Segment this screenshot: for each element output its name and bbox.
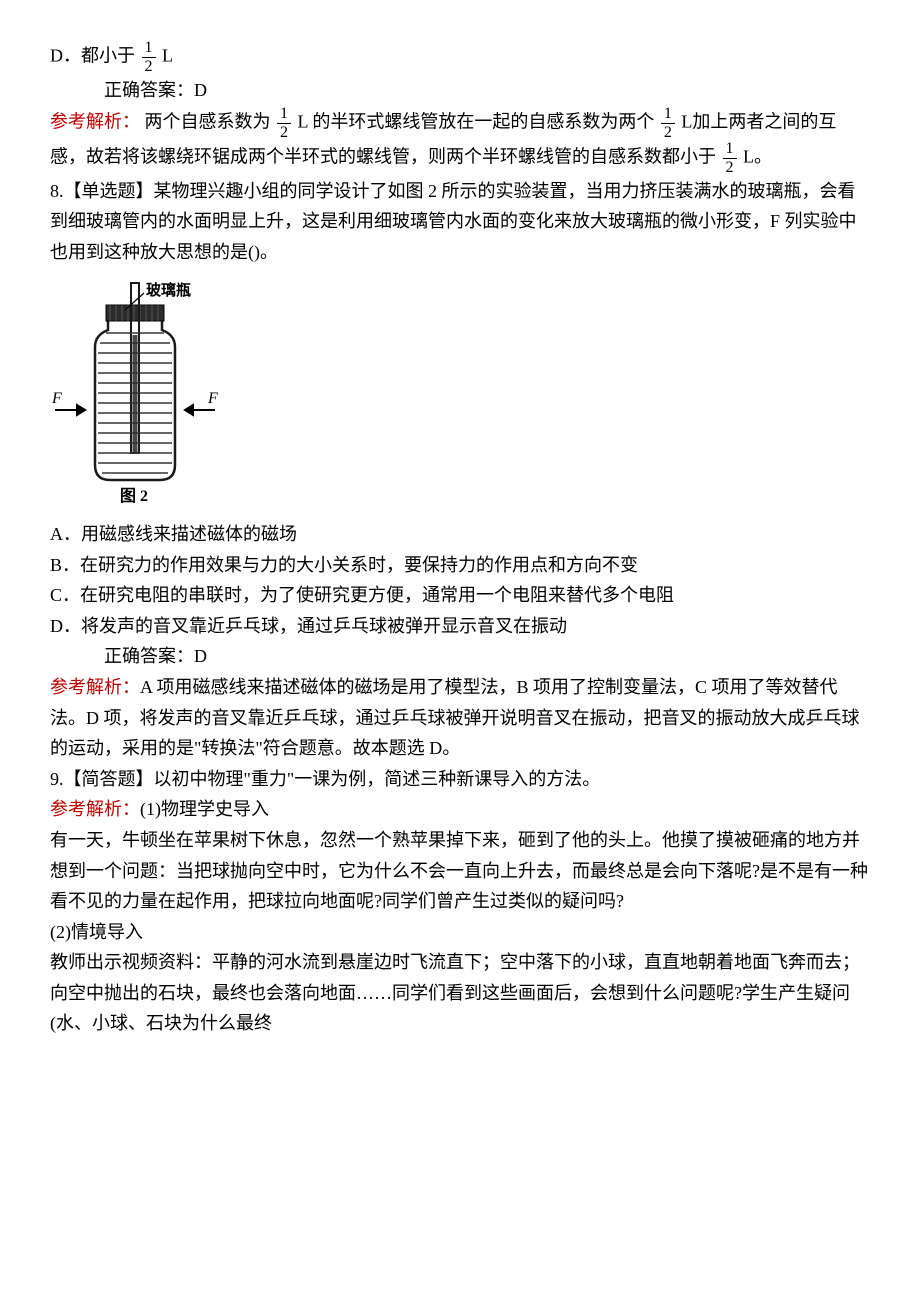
fraction-half: 1 2 xyxy=(142,40,156,75)
fraction-half: 1 2 xyxy=(723,141,737,176)
q9-p1-body: 有一天，牛顿坐在苹果树下休息，忽然一个熟苹果掉下来，砸到了他的头上。他摸了摸被砸… xyxy=(50,825,870,917)
q7-analysis-seg4: L。 xyxy=(743,146,772,166)
bottle-diagram: F F xyxy=(50,275,220,505)
fraction-half: 1 2 xyxy=(277,106,291,141)
q8-figure: F F xyxy=(50,275,870,515)
q9-p2-body: 教师出示视频资料：平静的河水流到悬崖边时飞流直下；空中落下的小球，直直地朝着地面… xyxy=(50,947,870,1039)
q9-analysis-head: 参考解析：(1)物理学史导入 xyxy=(50,794,870,825)
q8-analysis-text: A 项用磁感线来描述磁体的磁场是用了模型法，B 项用了控制变量法，C 项用了等效… xyxy=(50,677,860,758)
q9-stem: 9.【简答题】以初中物理"重力"一课为例，简述三种新课导入的方法。 xyxy=(50,764,870,795)
q8-option-d: D．将发声的音叉靠近乒乓球，通过乒乓球被弹开显示音叉在振动 xyxy=(50,611,870,642)
q8-option-a: A．用磁感线来描述磁体的磁场 xyxy=(50,519,870,550)
q7-analysis: 参考解析： 两个自感系数为 1 2 L 的半环式螺线管放在一起的自感系数为两个 … xyxy=(50,106,870,176)
q7-option-d-prefix: D．都小于 xyxy=(50,46,135,66)
q7-correct-answer: 正确答案：D xyxy=(50,75,870,106)
fraction-half: 1 2 xyxy=(661,106,675,141)
q7-analysis-seg1: 两个自感系数为 xyxy=(145,111,271,131)
force-label-left: F xyxy=(51,390,62,407)
analysis-label: 参考解析： xyxy=(50,799,140,819)
figure-caption: 图 2 xyxy=(120,487,148,505)
bottle-label: 玻璃瓶 xyxy=(146,281,191,299)
force-label-right: F xyxy=(207,390,218,407)
q8-analysis: 参考解析：A 项用磁感线来描述磁体的磁场是用了模型法，B 项用了控制变量法，C … xyxy=(50,672,870,764)
q8-option-b: B．在研究力的作用效果与力的大小关系时，要保持力的作用点和方向不变 xyxy=(50,550,870,581)
q9-p2-title: (2)情境导入 xyxy=(50,917,870,948)
q7-option-d: D．都小于 1 2 L xyxy=(50,40,870,75)
q8-stem: 8.【单选题】某物理兴趣小组的同学设计了如图 2 所示的实验装置，当用力挤压装满… xyxy=(50,176,870,268)
analysis-label: 参考解析： xyxy=(50,677,140,697)
analysis-label: 参考解析： xyxy=(50,111,140,131)
q9-p1-title: (1)物理学史导入 xyxy=(140,799,269,819)
q7-analysis-seg2: L 的半环式螺线管放在一起的自感系数为两个 xyxy=(298,111,655,131)
q7-option-d-suffix: L xyxy=(162,46,173,66)
q8-correct-answer: 正确答案：D xyxy=(50,641,870,672)
q8-option-c: C．在研究电阻的串联时，为了使研究更方便，通常用一个电阻来替代多个电阻 xyxy=(50,580,870,611)
